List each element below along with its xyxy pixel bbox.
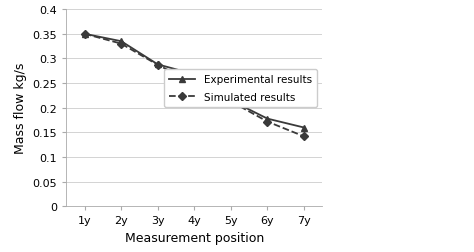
Y-axis label: Mass flow kg/s: Mass flow kg/s [14, 63, 27, 154]
Experimental results [191, 73, 197, 76]
Experimental results [82, 33, 88, 36]
Experimental results [264, 118, 270, 121]
Line: Simulated results: Simulated results [82, 32, 307, 140]
Experimental results [228, 100, 234, 103]
Experimental results [118, 41, 124, 44]
Experimental results [301, 127, 307, 130]
Simulated results [118, 43, 124, 46]
Legend: Experimental results, Simulated results: Experimental results, Simulated results [164, 70, 317, 108]
Experimental results [155, 64, 161, 67]
Simulated results [155, 64, 161, 67]
Simulated results [191, 82, 197, 85]
Simulated results [264, 121, 270, 124]
Simulated results [301, 135, 307, 138]
Simulated results [82, 33, 88, 36]
Simulated results [228, 101, 234, 104]
Line: Experimental results: Experimental results [81, 31, 308, 132]
X-axis label: Measurement position: Measurement position [125, 231, 264, 244]
